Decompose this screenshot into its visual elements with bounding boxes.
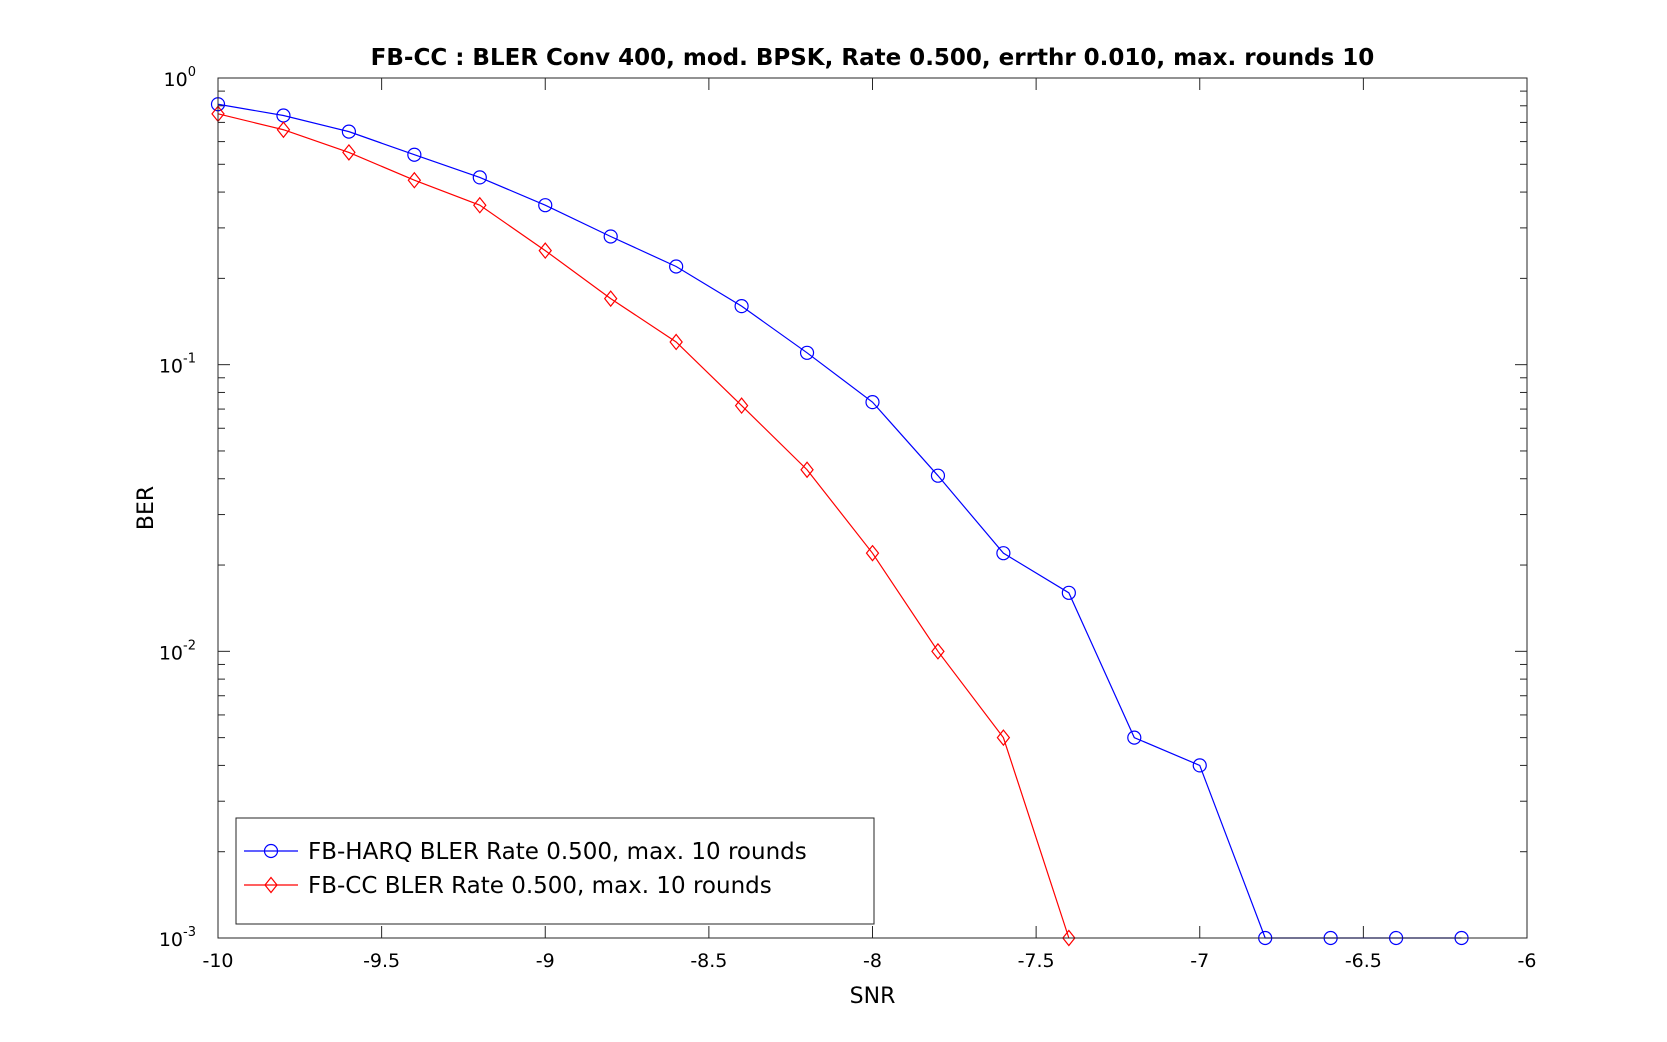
legend-label: FB-CC BLER Rate 0.500, max. 10 rounds xyxy=(308,873,772,899)
data-point xyxy=(538,198,553,213)
y-tick-label: 10-2 xyxy=(159,638,196,664)
series-line xyxy=(217,103,1462,939)
data-point xyxy=(865,395,880,410)
legend-label: FB-HARQ BLER Rate 0.500, max. 10 rounds xyxy=(308,839,807,865)
x-tick-label: -10 xyxy=(202,950,233,972)
data-point xyxy=(931,642,945,660)
data-point xyxy=(473,196,487,214)
legend-box xyxy=(235,817,875,925)
axis-ticks: -10 -9.5 -9 -8.5 -8 -7.5 -7 -6.5 -610010-110-210… xyxy=(159,65,1537,972)
y-tick-label: 10-1 xyxy=(159,352,196,378)
data-point xyxy=(407,171,422,189)
y-axis-label: BER xyxy=(134,486,159,530)
y-tick-exponent: -2 xyxy=(183,638,196,653)
y-tick-base: 10 xyxy=(159,356,183,378)
data-point xyxy=(603,290,618,308)
series-2 xyxy=(211,105,1076,947)
y-tick-label: 100 xyxy=(164,65,196,91)
data-point xyxy=(603,229,618,244)
x-tick-label: -7.5 xyxy=(1018,950,1055,972)
data-point xyxy=(996,729,1011,747)
x-tick-label: -8 xyxy=(863,950,882,972)
y-tick-exponent: -1 xyxy=(183,352,196,367)
legend-marker xyxy=(264,876,278,894)
data-point xyxy=(341,124,356,139)
data-point xyxy=(1061,585,1076,600)
y-tick-exponent: 0 xyxy=(188,65,196,80)
x-tick-label: -9 xyxy=(536,950,555,972)
legend-item: FB-CC BLER Rate 0.500, max. 10 rounds xyxy=(244,873,772,899)
data-point xyxy=(342,143,356,161)
legend-marker xyxy=(263,843,279,859)
data-point xyxy=(407,147,422,162)
plot-frame xyxy=(217,77,1528,939)
chart-title: FB-CC : BLER Conv 400, mod. BPSK, Rate 0… xyxy=(371,45,1375,71)
data-point xyxy=(1127,730,1142,745)
series-line xyxy=(217,113,1070,939)
y-tick-base: 10 xyxy=(164,69,188,91)
data-point xyxy=(734,397,749,415)
data-point xyxy=(930,468,946,483)
data-point xyxy=(669,333,683,351)
y-tick-base: 10 xyxy=(159,642,183,664)
data-point xyxy=(865,544,880,562)
x-tick-label: -7 xyxy=(1190,950,1209,972)
plot-area xyxy=(218,78,1527,938)
data-point xyxy=(1192,758,1207,773)
x-tick-label: -9.5 xyxy=(363,950,400,972)
data-point xyxy=(276,121,291,139)
series-layer xyxy=(210,97,1469,947)
y-tick-label: 10-3 xyxy=(159,925,196,951)
legend: FB-HARQ BLER Rate 0.500, max. 10 rounds F… xyxy=(235,817,875,925)
data-point xyxy=(538,242,553,260)
data-point xyxy=(1062,929,1076,947)
data-point xyxy=(996,546,1011,561)
x-tick-label: -8.5 xyxy=(690,950,727,972)
data-point xyxy=(669,259,684,274)
legend-item: FB-HARQ BLER Rate 0.500, max. 10 rounds xyxy=(244,839,807,865)
data-point xyxy=(800,461,814,479)
y-tick-base: 10 xyxy=(159,929,183,951)
x-axis-label: SNR xyxy=(850,984,896,1009)
y-tick-exponent: -3 xyxy=(183,925,196,940)
data-point xyxy=(734,299,749,314)
data-point xyxy=(799,345,815,360)
x-tick-label: -6.5 xyxy=(1345,950,1382,972)
x-tick-label: -6 xyxy=(1518,950,1537,972)
data-point xyxy=(472,170,487,185)
